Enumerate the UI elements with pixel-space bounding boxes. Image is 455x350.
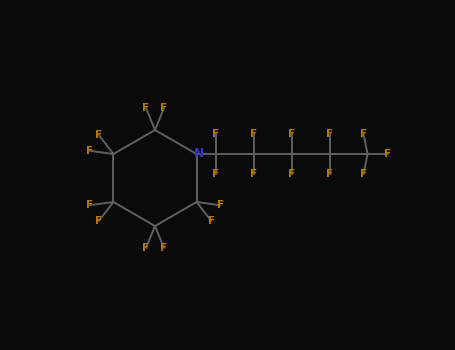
Text: F: F [86,146,93,156]
Text: F: F [384,149,391,159]
Text: F: F [326,169,333,179]
Text: F: F [250,129,257,139]
Text: F: F [217,200,224,210]
Text: F: F [161,103,167,113]
Text: F: F [95,216,102,226]
Text: F: F [207,216,215,226]
Text: F: F [250,169,257,179]
Text: F: F [212,169,219,179]
Text: F: F [212,129,219,139]
Text: F: F [142,243,150,253]
Text: F: F [288,129,295,139]
Text: F: F [142,103,150,113]
Text: N: N [193,147,204,161]
Text: F: F [95,130,102,140]
Text: F: F [360,169,367,179]
Text: F: F [360,129,367,139]
Text: F: F [288,169,295,179]
Text: F: F [86,200,93,210]
Text: F: F [326,129,333,139]
Text: F: F [161,243,167,253]
